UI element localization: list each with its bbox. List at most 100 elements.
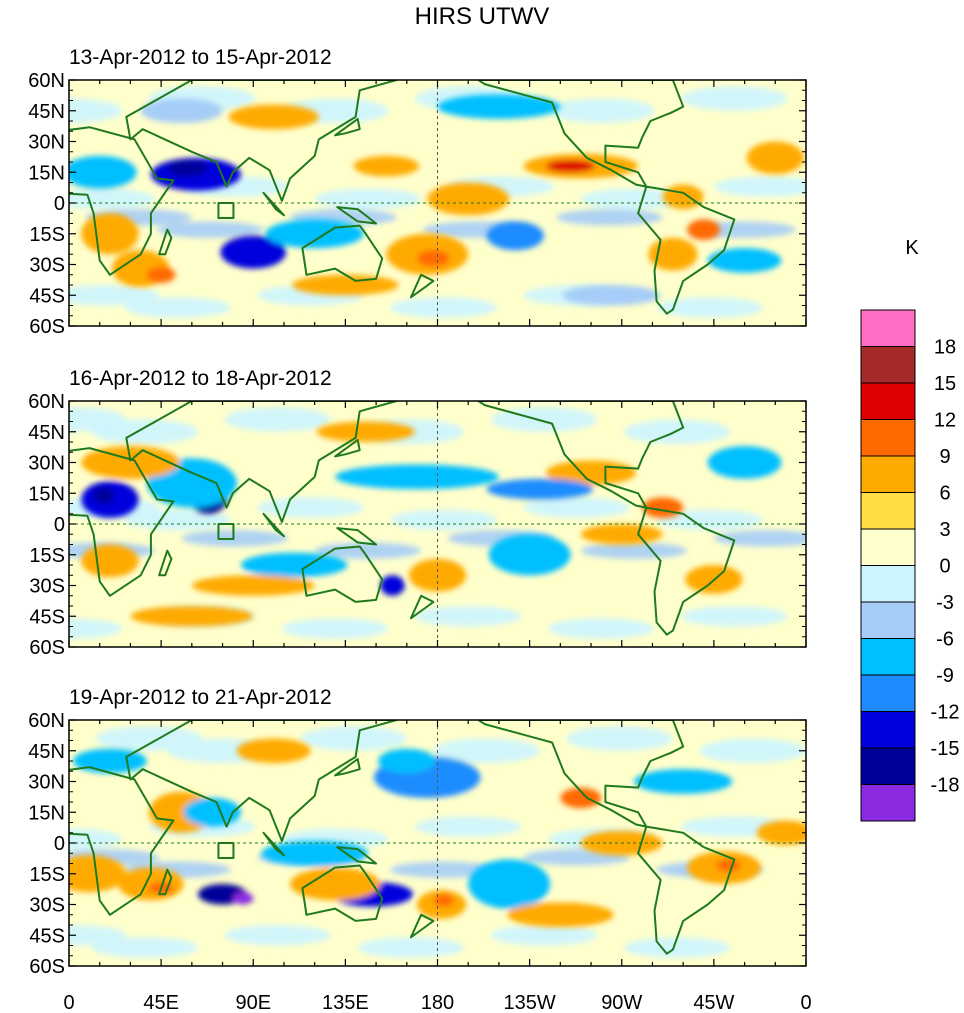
anomaly-contour	[713, 176, 806, 197]
anomaly-contour	[662, 184, 704, 210]
lon-label: 135E	[322, 992, 369, 1013]
anomaly-contour	[433, 738, 540, 764]
lat-label: 60S	[29, 316, 65, 338]
lon-label: 0	[800, 992, 811, 1013]
figure-title: HIRS UTWV	[415, 3, 550, 30]
lon-label: 45W	[693, 992, 734, 1013]
anomaly-contour	[69, 618, 123, 639]
colorbar-swatch	[860, 601, 916, 639]
colorbar-swatch	[860, 747, 916, 785]
coastline	[637, 185, 736, 315]
colorbar-level-label: -9	[936, 665, 954, 687]
anomaly-contour	[314, 542, 422, 559]
anomaly-contour	[257, 497, 364, 518]
lon-label: 90E	[235, 992, 271, 1013]
coastline	[336, 527, 378, 546]
colorbar-level-label: -18	[931, 775, 960, 797]
lat-label: 45N	[28, 422, 65, 444]
anomaly-contour	[390, 297, 497, 318]
panel-period-title: 19-Apr-2012 to 21-Apr-2012	[69, 686, 332, 709]
colorbar-swatch	[860, 455, 916, 493]
anomaly-contour	[414, 816, 522, 837]
anomaly-contour	[232, 892, 254, 905]
anomaly-contour	[560, 787, 602, 809]
lat-label: 30N	[28, 132, 65, 154]
coastline	[262, 191, 285, 217]
coastline	[334, 117, 361, 137]
coastline	[334, 438, 361, 458]
coastline	[409, 594, 435, 620]
anomaly-contour	[417, 250, 450, 267]
lat-label: 15S	[29, 224, 65, 246]
anomaly-contour	[69, 285, 160, 306]
anomaly-contour	[335, 464, 499, 490]
lat-label: 60N	[28, 391, 65, 413]
colorbar-swatch	[860, 346, 916, 384]
coastline	[69, 766, 175, 916]
colorbar-swatch	[860, 674, 916, 712]
anomaly-contour	[490, 925, 598, 946]
anomaly-contour	[486, 221, 544, 251]
colorbar-swatch	[860, 565, 916, 603]
anomaly-contour	[357, 937, 465, 958]
colorbar-swatch	[860, 638, 916, 676]
anomaly-contour	[566, 726, 673, 751]
anomaly-contour	[486, 478, 594, 500]
anomaly-contour	[507, 902, 614, 928]
anomaly-contour	[240, 552, 348, 578]
colorbar-unit-label: K	[905, 237, 919, 259]
anomaly-contour	[378, 748, 436, 774]
anomaly-contour	[140, 98, 223, 124]
lat-label: 30S	[29, 576, 65, 598]
anomaly-contour	[562, 285, 661, 306]
coastline	[125, 401, 398, 523]
anomaly-contour	[713, 530, 806, 547]
anomaly-contour	[580, 188, 688, 210]
anomaly-contour	[681, 86, 788, 111]
lat-label: 45N	[28, 741, 65, 763]
anomaly-contour	[580, 524, 663, 545]
anomaly-contour	[228, 104, 319, 130]
anomaly-contour	[656, 297, 764, 318]
anomaly-contour	[681, 606, 788, 627]
lat-label: 45S	[29, 925, 65, 947]
lat-label: 30S	[29, 895, 65, 917]
coastline	[334, 758, 361, 777]
lon-label: 90W	[601, 992, 642, 1013]
anomaly-contour	[634, 769, 733, 794]
anomaly-contour	[548, 618, 655, 639]
coastline	[336, 206, 378, 225]
anomaly-contour	[390, 509, 497, 531]
anomaly-contour	[95, 726, 203, 751]
colorbar-swatch	[860, 309, 916, 347]
lon-label: 45E	[143, 992, 179, 1013]
lat-label: 30S	[29, 255, 65, 277]
anomaly-contour	[167, 159, 209, 177]
map-panels: 13-Apr-2012 to 15-Apr-201260N45N30N15N01…	[28, 46, 807, 978]
anomaly-contour	[390, 861, 497, 878]
lat-label: 45N	[28, 101, 65, 123]
anomaly-contour	[236, 738, 311, 764]
anomaly-contour	[707, 248, 782, 273]
colorbar-level-label: 9	[939, 446, 950, 468]
lat-label: 15N	[28, 802, 65, 824]
coastline	[262, 512, 285, 538]
colorbar-level-label: 18	[934, 337, 956, 359]
anomaly-contour	[427, 182, 510, 216]
colorbar-swatch	[860, 492, 916, 530]
colorbar-level-label: -15	[931, 738, 960, 760]
anomaly-contour	[93, 487, 115, 504]
anomaly-contour	[69, 925, 127, 946]
coastline	[69, 447, 175, 597]
anomaly-contour	[265, 219, 364, 249]
anomaly-contour	[707, 446, 782, 479]
lat-label: 45S	[29, 285, 65, 307]
coastline	[336, 846, 378, 865]
anomaly-contour	[523, 497, 630, 518]
lat-label: 15N	[28, 483, 65, 505]
lat-label: 15S	[29, 545, 65, 567]
coastline	[158, 228, 173, 256]
coastline	[125, 80, 398, 202]
lon-label: 135W	[504, 992, 556, 1013]
